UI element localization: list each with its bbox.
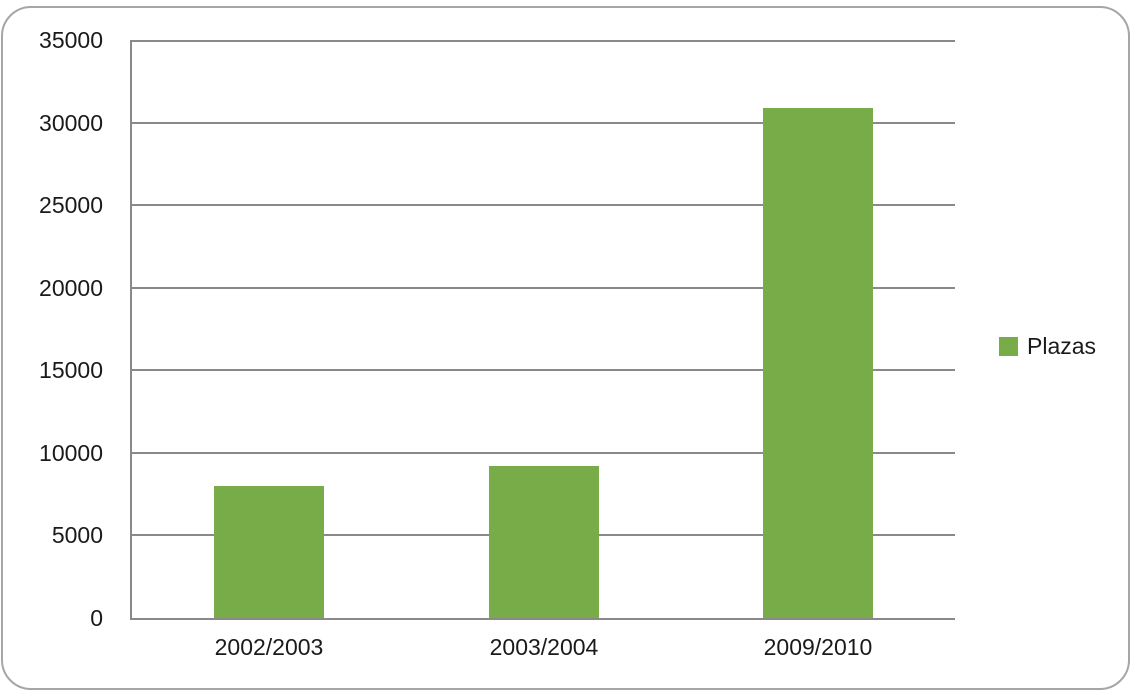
y-axis: 0 5000 10000 15000 20000 25000 30000 35000	[0, 0, 103, 696]
legend: Plazas	[999, 333, 1096, 360]
y-axis-tick-label: 25000	[39, 192, 103, 218]
gridline	[132, 369, 955, 371]
gridline	[132, 204, 955, 206]
gridline	[132, 287, 955, 289]
plot-area	[130, 40, 955, 620]
y-axis-tick-label: 20000	[39, 275, 103, 301]
x-axis-category-label: 2003/2004	[489, 634, 599, 660]
x-axis-category-label: 2009/2010	[763, 634, 873, 660]
y-axis-tick-label: 15000	[39, 357, 103, 383]
y-axis-tick-label: 0	[90, 605, 103, 631]
x-axis: 2002/2003 2003/2004 2009/2010	[132, 634, 955, 670]
gridline	[132, 40, 955, 42]
legend-swatch-plazas	[999, 337, 1018, 356]
gridline	[132, 122, 955, 124]
bar-2002-2003	[214, 486, 324, 618]
legend-label-plazas: Plazas	[1027, 333, 1097, 359]
y-axis-tick-label: 5000	[51, 522, 103, 548]
bar-2003-2004	[489, 466, 599, 618]
bar-2009-2010	[763, 108, 873, 618]
y-axis-tick-label: 35000	[39, 27, 103, 53]
y-axis-tick-label: 10000	[39, 440, 103, 466]
x-axis-category-label: 2002/2003	[214, 634, 324, 660]
y-axis-tick-label: 30000	[39, 110, 103, 136]
gridline	[132, 452, 955, 454]
